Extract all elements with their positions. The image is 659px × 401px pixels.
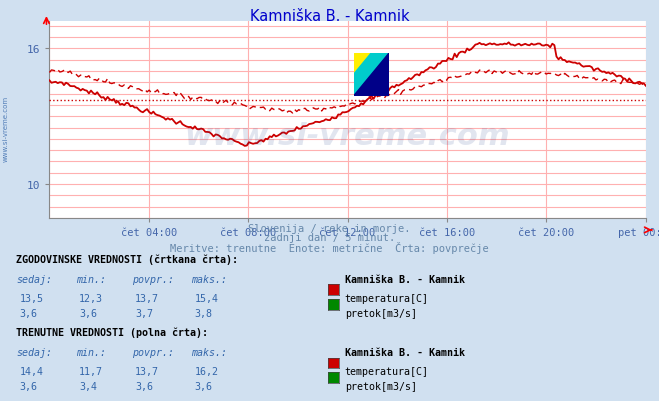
Text: 3,6: 3,6 [79,308,97,318]
Text: pretok[m3/s]: pretok[m3/s] [345,381,416,391]
Text: Meritve: trenutne  Enote: metrične  Črta: povprečje: Meritve: trenutne Enote: metrične Črta: … [170,242,489,254]
Text: 3,6: 3,6 [20,381,38,391]
Text: temperatura[C]: temperatura[C] [345,367,428,377]
Text: sedaj:: sedaj: [16,274,53,284]
Polygon shape [354,53,389,97]
Text: www.si-vreme.com: www.si-vreme.com [2,95,9,161]
Text: 16,2: 16,2 [194,367,218,377]
Text: maks.:: maks.: [191,347,227,357]
Text: Kamniška B. - Kamnik: Kamniška B. - Kamnik [345,274,465,284]
Text: pretok[m3/s]: pretok[m3/s] [345,308,416,318]
Text: www.si-vreme.com: www.si-vreme.com [185,122,511,150]
Text: povpr.:: povpr.: [132,347,174,357]
Text: 13,5: 13,5 [20,294,43,304]
Text: ZGODOVINSKE VREDNOSTI (črtkana črta):: ZGODOVINSKE VREDNOSTI (črtkana črta): [16,253,239,264]
Text: maks.:: maks.: [191,274,227,284]
Text: 3,7: 3,7 [135,308,153,318]
Text: povpr.:: povpr.: [132,274,174,284]
Text: 3,6: 3,6 [194,381,212,391]
Polygon shape [354,53,389,97]
Text: Slovenija / reke in morje.: Slovenija / reke in morje. [248,223,411,233]
Text: min.:: min.: [76,274,106,284]
Text: 11,7: 11,7 [79,367,103,377]
Text: 3,6: 3,6 [20,308,38,318]
Text: 12,3: 12,3 [79,294,103,304]
Text: 14,4: 14,4 [20,367,43,377]
Text: 13,7: 13,7 [135,294,159,304]
Text: min.:: min.: [76,347,106,357]
Polygon shape [354,53,372,75]
Text: zadnji dan / 5 minut.: zadnji dan / 5 minut. [264,233,395,243]
Text: 3,8: 3,8 [194,308,212,318]
Text: 3,4: 3,4 [79,381,97,391]
Text: Kamniška B. - Kamnik: Kamniška B. - Kamnik [250,9,409,24]
Text: 3,6: 3,6 [135,381,153,391]
Text: 15,4: 15,4 [194,294,218,304]
Text: temperatura[C]: temperatura[C] [345,294,428,304]
Text: Kamniška B. - Kamnik: Kamniška B. - Kamnik [345,347,465,357]
Text: TRENUTNE VREDNOSTI (polna črta):: TRENUTNE VREDNOSTI (polna črta): [16,326,208,337]
Text: sedaj:: sedaj: [16,347,53,357]
Text: 13,7: 13,7 [135,367,159,377]
